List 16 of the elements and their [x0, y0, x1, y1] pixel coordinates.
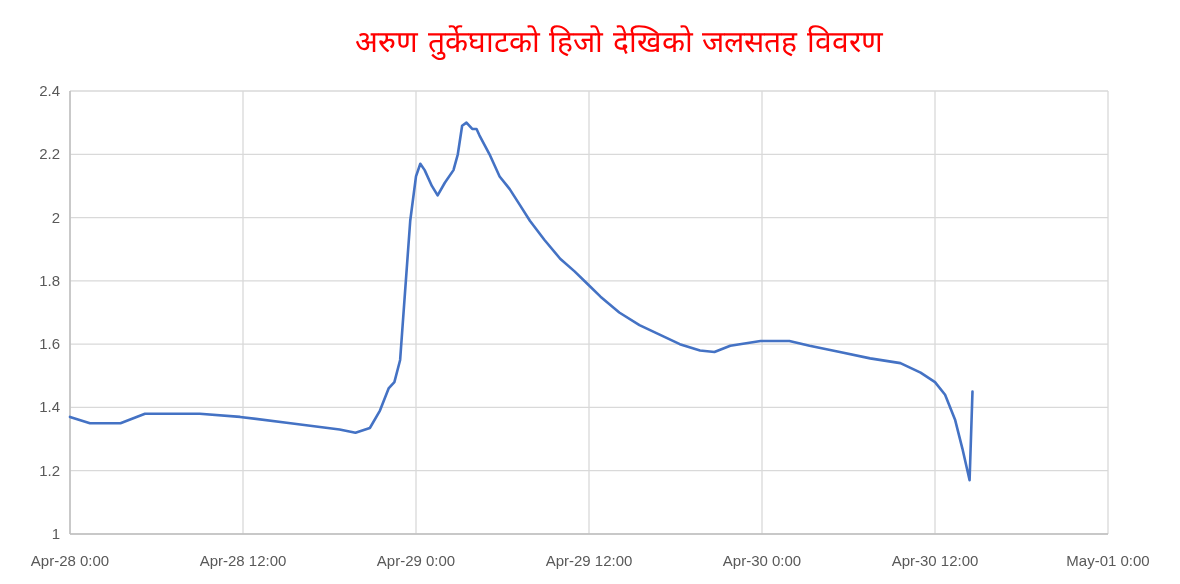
x-tick-label: Apr-29 12:00: [545, 552, 633, 569]
x-tick-label: Apr-30 12:00: [891, 552, 979, 569]
y-tick-label: 2: [51, 208, 60, 226]
y-tick-label: 2.4: [39, 82, 60, 99]
y-tick-label: 1.4: [39, 398, 60, 416]
x-tick-label: Apr-30 0:00: [722, 552, 802, 569]
x-tick-label: Apr-29 0:00: [376, 552, 456, 569]
y-tick-label: 1.6: [39, 335, 60, 353]
y-tick-label: 1: [51, 525, 60, 542]
y-tick-label: 1.2: [39, 461, 60, 479]
y-tick-label: 2.2: [39, 145, 60, 163]
chart-title: अरुण तुर्केघाटको हिजो देखिको जलसतह विवरण: [355, 24, 884, 61]
x-tick-label: Apr-28 12:00: [199, 552, 287, 569]
y-tick-label: 1.8: [39, 271, 60, 289]
x-tick-label: Apr-28 0:00: [30, 552, 110, 569]
x-tick-label: May-01 0:00: [1066, 552, 1150, 569]
